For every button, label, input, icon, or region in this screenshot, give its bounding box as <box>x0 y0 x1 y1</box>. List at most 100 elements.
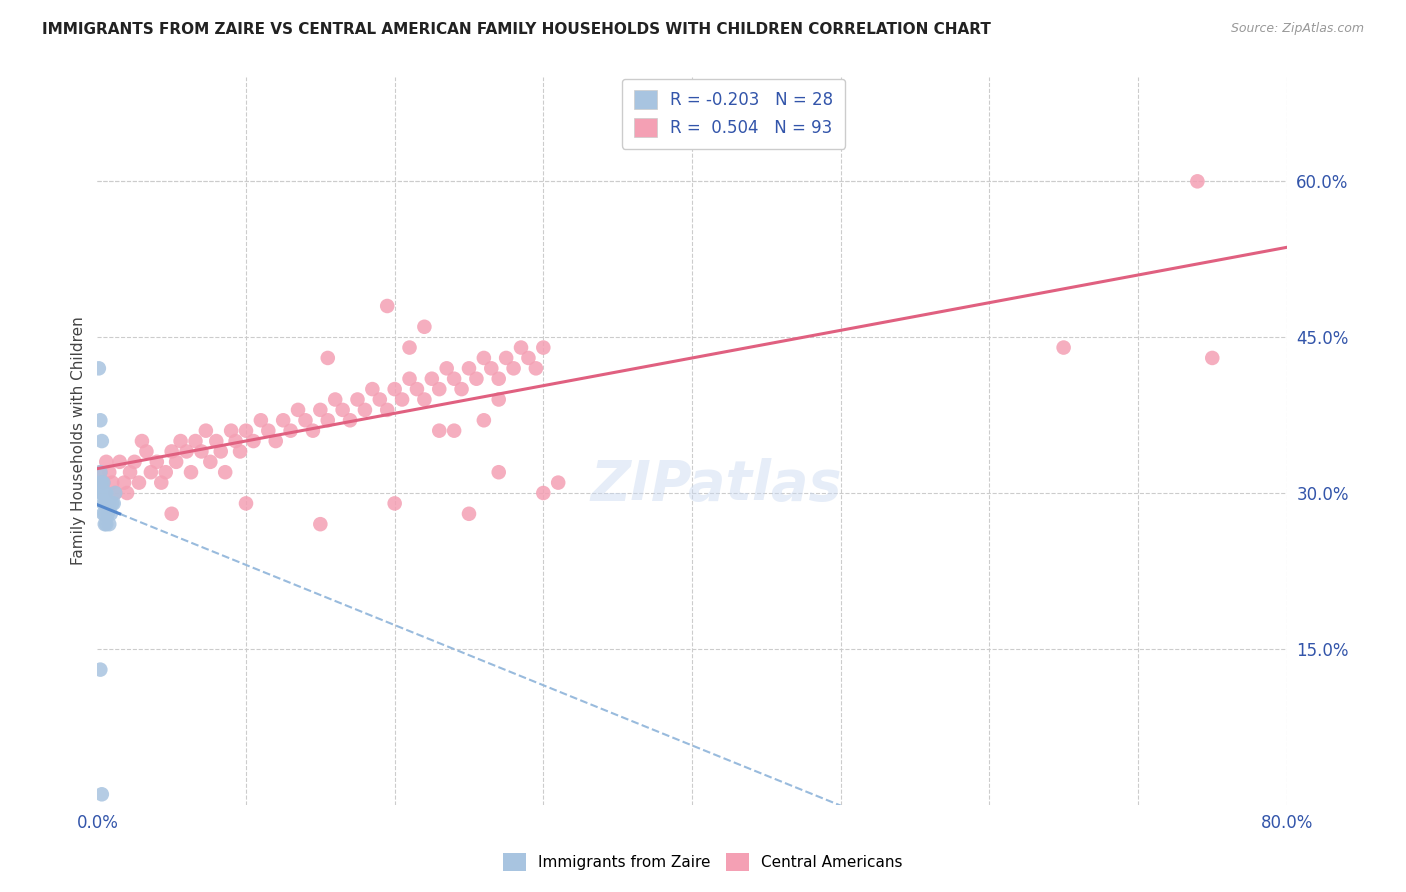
Point <box>90 475 112 490</box>
Text: IMMIGRANTS FROM ZAIRE VS CENTRAL AMERICAN FAMILY HOUSEHOLDS WITH CHILDREN CORREL: IMMIGRANTS FROM ZAIRE VS CENTRAL AMERICA… <box>42 22 991 37</box>
Point <box>91 475 114 490</box>
Point <box>450 382 472 396</box>
Point <box>391 392 413 407</box>
Point <box>1052 341 1074 355</box>
Point <box>214 465 236 479</box>
Point <box>242 434 264 448</box>
Point <box>458 507 481 521</box>
Point <box>94 517 117 532</box>
Point <box>406 382 429 396</box>
Point <box>264 434 287 448</box>
Point <box>495 351 517 365</box>
Point <box>160 507 183 521</box>
Point <box>124 455 146 469</box>
Point <box>96 455 118 469</box>
Point <box>180 465 202 479</box>
Point <box>465 372 488 386</box>
Point <box>361 382 384 396</box>
Point <box>200 455 222 469</box>
Point <box>235 424 257 438</box>
Text: ZIPatlas: ZIPatlas <box>591 458 842 512</box>
Point <box>128 475 150 490</box>
Point <box>103 496 125 510</box>
Point <box>427 382 450 396</box>
Point <box>436 361 458 376</box>
Point <box>89 413 111 427</box>
Point <box>89 475 111 490</box>
Point <box>89 465 111 479</box>
Point <box>472 351 495 365</box>
Point <box>271 413 294 427</box>
Point <box>413 319 436 334</box>
Point <box>91 507 114 521</box>
Point <box>135 444 157 458</box>
Point <box>112 475 135 490</box>
Point <box>108 455 131 469</box>
Point <box>524 361 547 376</box>
Point <box>384 496 406 510</box>
Point <box>472 413 495 427</box>
Point <box>375 299 398 313</box>
Point <box>89 663 111 677</box>
Point <box>225 434 247 448</box>
Point <box>531 486 554 500</box>
Point <box>488 465 510 479</box>
Point <box>287 403 309 417</box>
Point <box>165 455 187 469</box>
Point <box>98 465 121 479</box>
Point <box>443 372 465 386</box>
Point <box>443 424 465 438</box>
Point <box>100 507 122 521</box>
Point <box>354 403 377 417</box>
Point <box>488 372 510 386</box>
Legend: Immigrants from Zaire, Central Americans: Immigrants from Zaire, Central Americans <box>494 844 912 880</box>
Point <box>488 392 510 407</box>
Point <box>309 403 332 417</box>
Point <box>413 392 436 407</box>
Point <box>146 455 169 469</box>
Point <box>280 424 302 438</box>
Point <box>502 361 524 376</box>
Point <box>302 424 325 438</box>
Point <box>98 496 121 510</box>
Point <box>510 341 533 355</box>
Point <box>339 413 361 427</box>
Point <box>219 424 242 438</box>
Point <box>101 475 124 490</box>
Point <box>139 465 162 479</box>
Text: Source: ZipAtlas.com: Source: ZipAtlas.com <box>1230 22 1364 36</box>
Point <box>547 475 569 490</box>
Point <box>104 486 127 500</box>
Point <box>97 507 120 521</box>
Point <box>94 507 117 521</box>
Point <box>94 486 117 500</box>
Point <box>91 496 114 510</box>
Point <box>120 465 142 479</box>
Point <box>384 382 406 396</box>
Point <box>98 517 121 532</box>
Point <box>257 424 280 438</box>
Point <box>427 424 450 438</box>
Point <box>420 372 443 386</box>
Point <box>97 496 120 510</box>
Point <box>209 444 232 458</box>
Point <box>101 496 124 510</box>
Point <box>1201 351 1223 365</box>
Point <box>89 465 111 479</box>
Point <box>184 434 207 448</box>
Point <box>479 361 502 376</box>
Point <box>131 434 153 448</box>
Point <box>96 517 118 532</box>
Point <box>458 361 481 376</box>
Point <box>90 434 112 448</box>
Point <box>176 444 198 458</box>
Point <box>160 444 183 458</box>
Point <box>190 444 212 458</box>
Point <box>1187 174 1209 188</box>
Point <box>155 465 177 479</box>
Point <box>87 361 110 376</box>
Point <box>531 341 554 355</box>
Point <box>398 341 420 355</box>
Point <box>332 403 354 417</box>
Point <box>517 351 540 365</box>
